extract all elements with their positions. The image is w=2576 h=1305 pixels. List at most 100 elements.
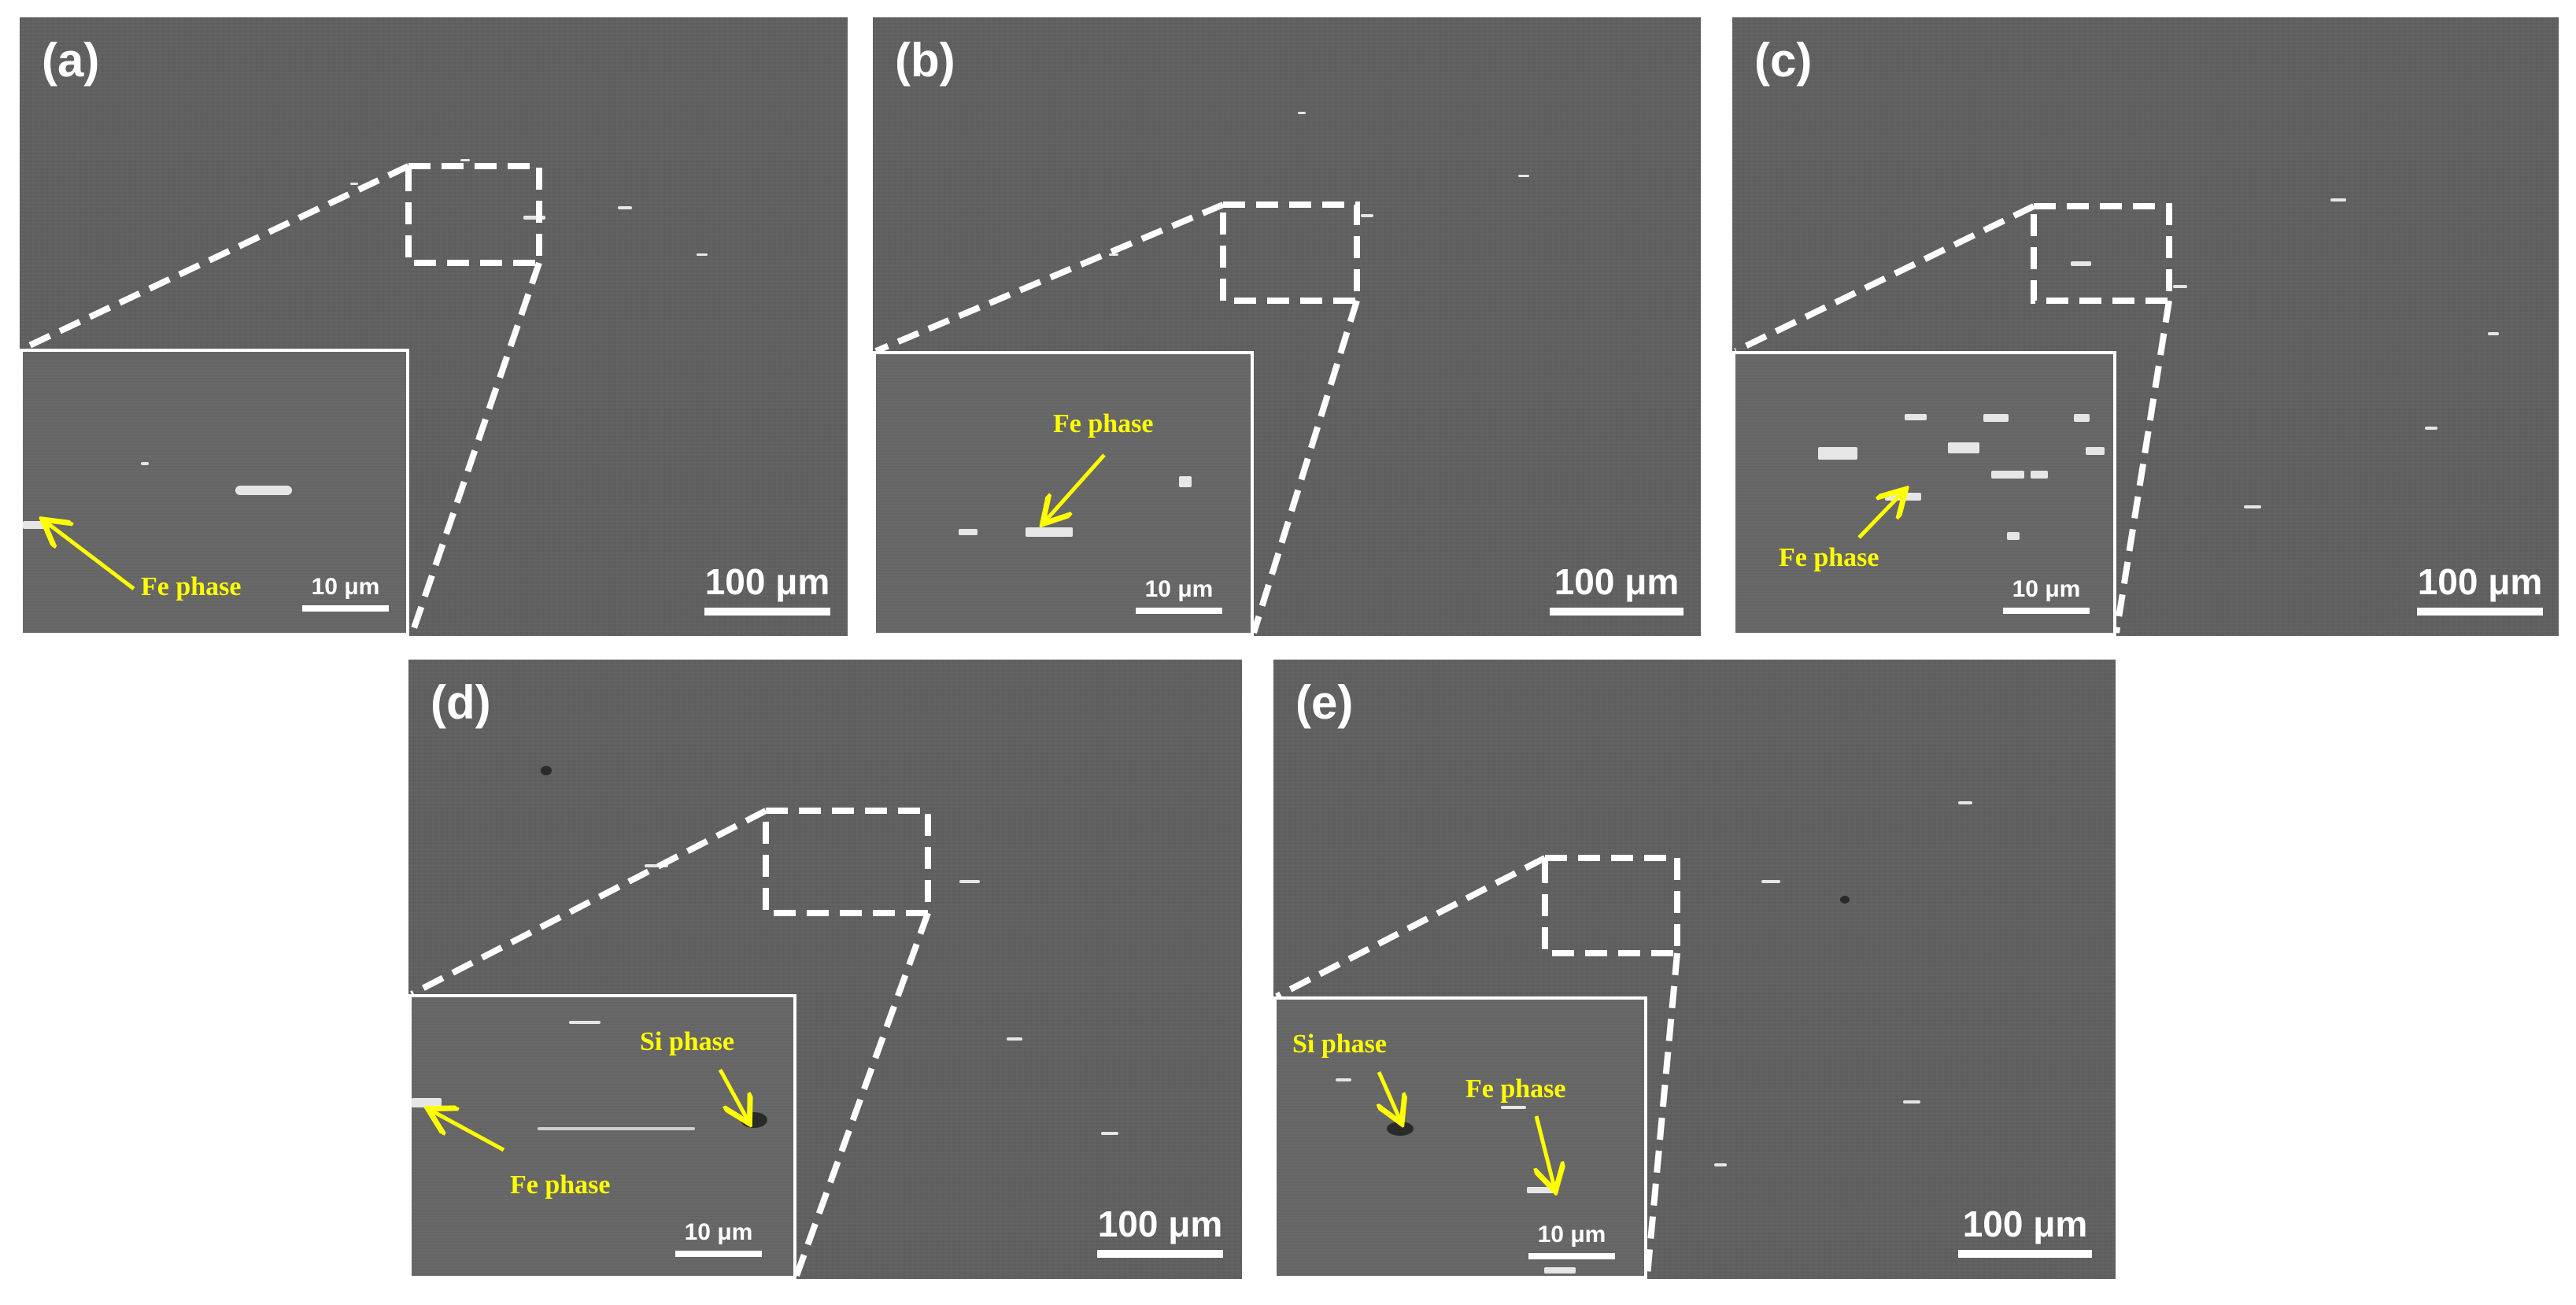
main-scale-line	[704, 608, 830, 616]
micrograph-panel-e: (e) Si phase Fe phase 10 μm 100 μm	[1273, 660, 2116, 1279]
main-scale-line	[2417, 608, 2543, 616]
particle	[460, 159, 470, 161]
particle	[1501, 1106, 1526, 1109]
main-scale-label: 100 μm	[704, 561, 830, 602]
particle	[2425, 427, 2437, 430]
particle	[569, 1021, 601, 1024]
particle	[1179, 476, 1192, 487]
particle	[1948, 442, 1979, 453]
annotation-fe-phase: Fe phase	[141, 572, 242, 601]
micrograph-panel-d: (d) Si phase Fe phase 10 μm 100 μm	[408, 660, 1242, 1279]
particle	[141, 462, 149, 465]
particle	[1958, 801, 1972, 804]
inset-scale-bar: 10 μm	[1136, 576, 1222, 614]
inset-scale-line	[302, 605, 389, 612]
main-scale-bar: 100 μm	[1550, 560, 1683, 616]
inset-scale-label: 10 μm	[2012, 576, 2081, 602]
main-scale-bar: 100 μm	[2417, 560, 2543, 616]
particle	[350, 183, 358, 185]
inset-scale-line	[1528, 1253, 1615, 1259]
fe-particle	[1026, 527, 1073, 537]
micrograph-panel-a: (a) Fe phase 10 μm 100 μm	[20, 17, 848, 636]
panel-label: (c)	[1754, 34, 1813, 87]
inset-scale-label: 10 μm	[684, 1219, 753, 1245]
pore	[541, 766, 552, 775]
particle	[1336, 1078, 1351, 1081]
annotation-fe-phase: Fe phase	[510, 1170, 611, 1200]
particle	[2330, 198, 2346, 201]
si-particle	[741, 1112, 767, 1128]
micrograph-panel-c: (c) Fe phase 10 μm 100 μm	[1732, 17, 2559, 636]
annotation-fe-phase: Fe phase	[1053, 409, 1154, 438]
pore	[1840, 896, 1850, 904]
fe-particle	[1885, 493, 1921, 501]
annotation-fe-phase: Fe phase	[1465, 1074, 1566, 1104]
particle	[1991, 471, 2024, 479]
particle	[1983, 414, 2009, 422]
inset-magnified-view: Fe phase 10 μm	[20, 349, 409, 636]
main-scale-label: 100 μm	[1554, 561, 1680, 602]
particle	[2086, 447, 2105, 455]
particle	[1298, 112, 1306, 114]
particle	[1518, 175, 1529, 177]
particle	[959, 880, 980, 883]
inset-magnified-view: Fe phase 10 μm	[873, 351, 1254, 636]
panel-label: (a)	[42, 34, 100, 87]
particle	[697, 253, 708, 256]
inset-scale-bar: 10 μm	[675, 1219, 762, 1257]
particle	[2488, 332, 2499, 335]
particle	[2244, 505, 2261, 508]
particle	[1714, 1163, 1727, 1166]
micrograph-panel-b: (b) Fe phase 10 μm 100 μm	[873, 17, 1701, 636]
particle	[618, 206, 632, 209]
particle	[1544, 1267, 1576, 1274]
fe-particle	[235, 486, 292, 495]
si-particle	[1387, 1122, 1414, 1136]
main-scale-bar: 100 μm	[704, 560, 830, 616]
inset-scale-bar: 10 μm	[1528, 1222, 1615, 1259]
inset-magnified-view: Si phase Fe phase 10 μm	[1273, 996, 1647, 1279]
inset-scale-line	[1136, 608, 1222, 614]
fe-particle	[23, 521, 50, 529]
particle	[1101, 1132, 1118, 1135]
inset-scale-label: 10 μm	[1144, 576, 1214, 602]
particle	[1109, 253, 1118, 256]
inset-magnified-view: Fe phase 10 μm	[1732, 351, 2116, 636]
main-scale-line	[1097, 1250, 1223, 1258]
main-scale-label: 100 μm	[1962, 1203, 2088, 1244]
inset-scale-line	[675, 1251, 762, 1257]
particle	[1818, 447, 1857, 460]
particle	[2031, 471, 2048, 479]
particle	[1905, 414, 1927, 420]
particle	[959, 529, 978, 535]
inset-scale-label: 10 μm	[311, 574, 380, 600]
main-scale-line	[1550, 608, 1683, 616]
particle	[2074, 414, 2090, 422]
panel-label: (e)	[1295, 676, 1354, 729]
inset-scale-bar: 10 μm	[302, 574, 389, 612]
particle	[538, 1127, 695, 1130]
main-scale-bar: 100 μm	[1958, 1203, 2092, 1258]
particle	[645, 864, 668, 867]
particle	[523, 216, 545, 220]
inset-magnified-view: Si phase Fe phase 10 μm	[408, 994, 796, 1279]
annotation-si-phase: Si phase	[1292, 1030, 1387, 1059]
fe-particle	[412, 1098, 442, 1107]
main-scale-label: 100 μm	[2417, 561, 2543, 602]
particle	[2071, 261, 2091, 266]
particle	[2007, 532, 2020, 540]
inset-scale-bar: 10 μm	[2003, 576, 2090, 614]
particle	[2173, 285, 2187, 288]
particle	[1903, 1100, 1920, 1104]
inset-scale-label: 10 μm	[1537, 1222, 1606, 1248]
annotation-fe-phase: Fe phase	[1779, 543, 1879, 572]
panel-label: (b)	[895, 34, 955, 87]
main-scale-line	[1958, 1250, 2092, 1258]
particle	[1761, 880, 1780, 883]
main-scale-label: 100 μm	[1097, 1203, 1223, 1244]
particle	[1361, 214, 1373, 217]
inset-scale-line	[2003, 608, 2090, 614]
particle	[1007, 1037, 1022, 1041]
annotation-si-phase: Si phase	[640, 1027, 734, 1056]
fe-particle	[1527, 1187, 1558, 1193]
